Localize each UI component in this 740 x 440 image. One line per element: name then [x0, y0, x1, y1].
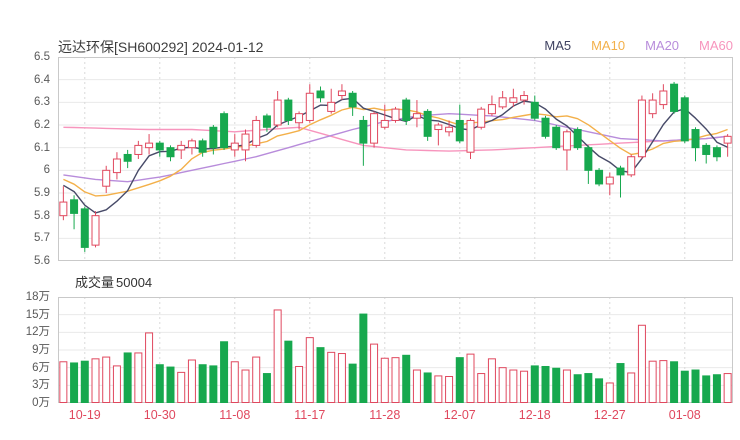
x-axis-tick: 12-07 — [443, 408, 476, 422]
ma-legend: MA5 MA10 MA20 MA60 — [544, 38, 733, 53]
x-axis-tick: 11-28 — [369, 408, 401, 422]
price-chart-canvas[interactable] — [58, 57, 733, 261]
x-axis-tick: 10-30 — [143, 408, 176, 422]
volume-title: 成交量 50004 — [75, 272, 154, 291]
price-axis-tick: 5.8 — [34, 209, 50, 222]
price-axis-tick: 6.3 — [34, 96, 50, 109]
price-axis-tick: 6.2 — [34, 119, 50, 131]
price-axis-tick: 5.7 — [34, 232, 50, 245]
x-axis-tick: 10-19 — [68, 408, 101, 422]
x-axis-tick: 11-17 — [294, 408, 326, 422]
x-axis-tick: 12-27 — [593, 408, 626, 422]
volume-value: 50004 — [116, 275, 153, 290]
volume-chart-canvas[interactable] — [58, 297, 733, 403]
volume-axis-tick: 18万 — [25, 291, 50, 303]
volume-axis-tick: 12万 — [25, 326, 50, 339]
price-axis-tick: 5.9 — [34, 187, 50, 199]
price-axis-tick: 6.4 — [34, 73, 50, 86]
volume-label: 成交量 — [75, 275, 115, 290]
price-axis-tick: 6 — [43, 164, 50, 177]
volume-axis-tick: 15万 — [25, 308, 50, 321]
volume-axis-tick: 9万 — [32, 344, 50, 356]
volume-chart-pane — [58, 297, 733, 403]
volume-axis-tick: 6万 — [32, 361, 50, 374]
x-axis-tick: 01-08 — [668, 408, 701, 422]
price-axis-tick: 6.5 — [34, 51, 50, 63]
legend-item-ma10[interactable]: MA10 — [591, 38, 626, 53]
price-chart-pane — [58, 57, 733, 261]
price-axis-tick: 6.1 — [34, 141, 50, 154]
volume-axis-tick: 3万 — [32, 379, 50, 392]
volume-axis-tick: 0万 — [32, 397, 50, 409]
x-axis-tick: 12-18 — [518, 408, 551, 422]
legend-item-ma60[interactable]: MA60 — [699, 38, 733, 53]
legend-item-ma5[interactable]: MA5 — [544, 38, 572, 53]
x-axis-tick: 11-08 — [219, 408, 251, 422]
legend-item-ma20[interactable]: MA20 — [645, 38, 680, 53]
price-axis-tick: 5.6 — [34, 255, 50, 267]
chart-title: 远达环保[SH600292] 2024-01-12 — [58, 39, 264, 55]
